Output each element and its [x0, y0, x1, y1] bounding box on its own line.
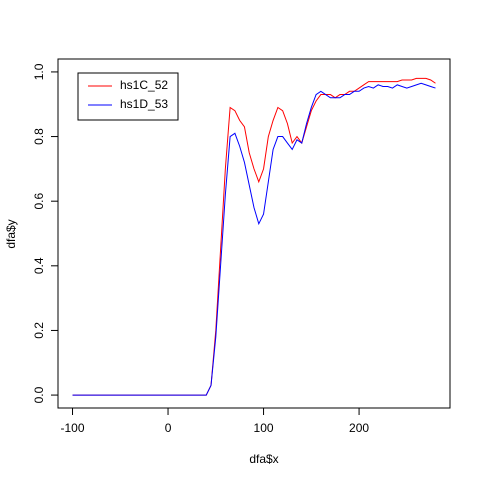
x-tick-label: 0 [165, 421, 172, 435]
x-tick-label: 100 [254, 421, 274, 435]
y-tick-label: 0.0 [32, 386, 46, 403]
x-tick-label: -100 [61, 421, 85, 435]
legend-label: hs1C_52 [120, 78, 168, 92]
x-axis-label: dfa$x [249, 452, 278, 466]
y-tick-label: 1.0 [32, 63, 46, 80]
series-line [72, 82, 436, 396]
y-tick-label: 0.2 [32, 322, 46, 339]
y-axis-label: dfa$y [4, 219, 18, 248]
legend-label: hs1D_53 [120, 97, 168, 111]
legend-box [77, 72, 179, 121]
y-tick-label: 0.6 [32, 193, 46, 210]
series-line [72, 77, 436, 396]
y-tick-label: 0.8 [32, 128, 46, 145]
x-tick-label: 200 [349, 421, 369, 435]
y-tick-label: 0.4 [32, 257, 46, 274]
